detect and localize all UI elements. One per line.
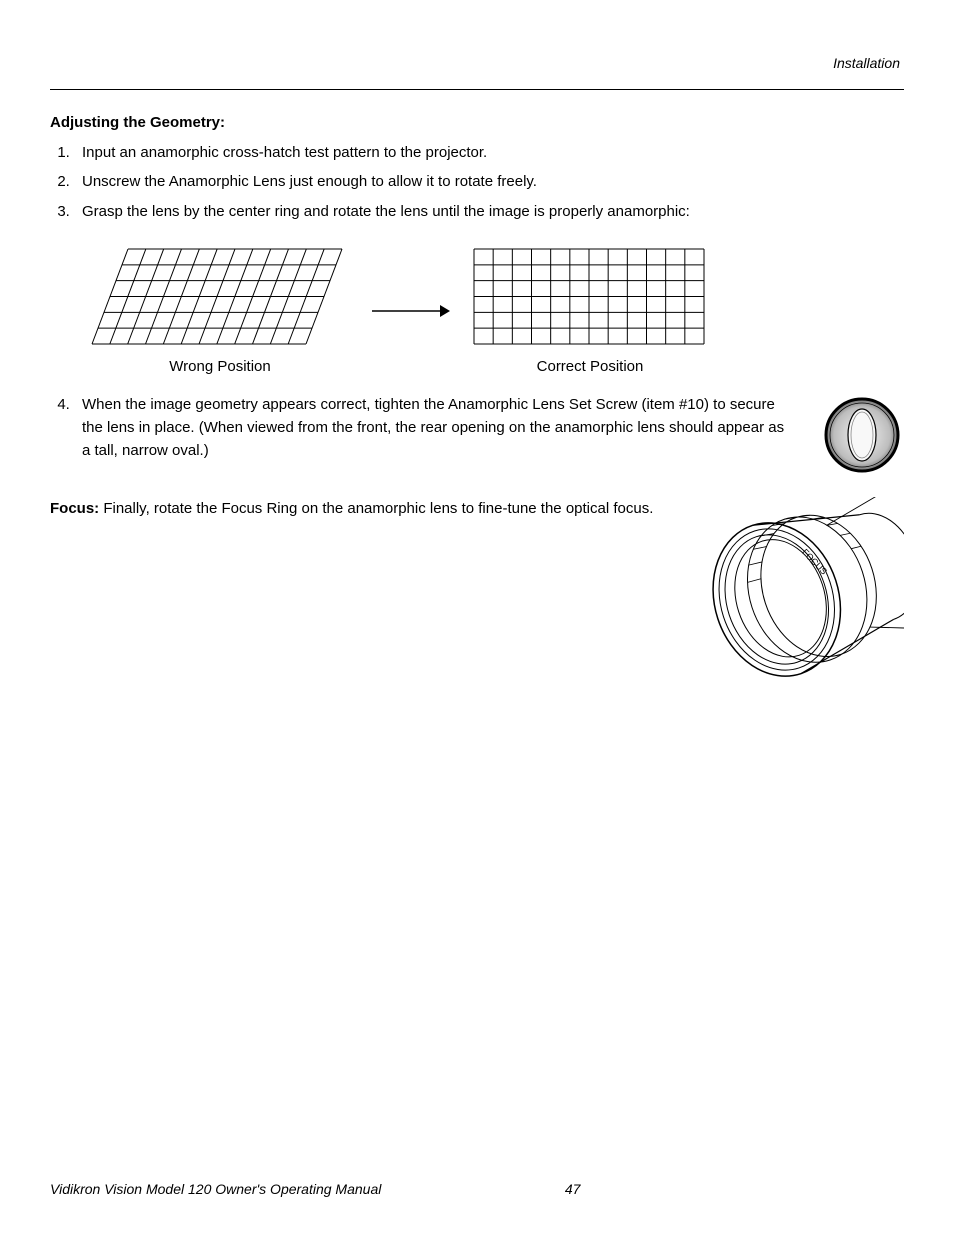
correct-grid-icon <box>470 247 710 347</box>
section-title: Adjusting the Geometry: <box>50 114 904 131</box>
focus-text: Finally, rotate the Focus Ring on the an… <box>99 500 653 517</box>
steps-list: Input an anamorphic cross-hatch test pat… <box>50 141 904 223</box>
correct-caption: Correct Position <box>470 358 710 375</box>
focus-label: Focus: <box>50 500 99 517</box>
step-1: Input an anamorphic cross-hatch test pat… <box>74 141 904 164</box>
header-section: Installation <box>50 55 904 71</box>
focus-ring-icon: FOCUS <box>694 497 904 677</box>
step-4-text: When the image geometry appears correct,… <box>82 393 796 463</box>
step-4: When the image geometry appears correct,… <box>74 393 904 477</box>
step-3: Grasp the lens by the center ring and ro… <box>74 200 904 223</box>
arrow-icon <box>370 301 450 321</box>
correct-position-block: Correct Position <box>470 247 710 375</box>
lens-oval-icon <box>820 393 904 477</box>
page: Installation Adjusting the Geometry: Inp… <box>0 0 954 1235</box>
step-2: Unscrew the Anamorphic Lens just enough … <box>74 170 904 193</box>
wrong-grid-icon <box>90 247 350 347</box>
steps-list-cont: When the image geometry appears correct,… <box>50 393 904 477</box>
wrong-position-block: Wrong Position <box>90 247 350 375</box>
header-rule <box>50 89 904 90</box>
geometry-diagram: Wrong Position Correct Position <box>90 247 904 375</box>
footer: Vidikron Vision Model 120 Owner's Operat… <box>50 1181 904 1197</box>
wrong-caption: Wrong Position <box>90 358 350 375</box>
footer-page-number: 47 <box>241 1181 904 1197</box>
focus-row: Focus: Finally, rotate the Focus Ring on… <box>50 497 904 677</box>
focus-paragraph: Focus: Finally, rotate the Focus Ring on… <box>50 497 670 520</box>
